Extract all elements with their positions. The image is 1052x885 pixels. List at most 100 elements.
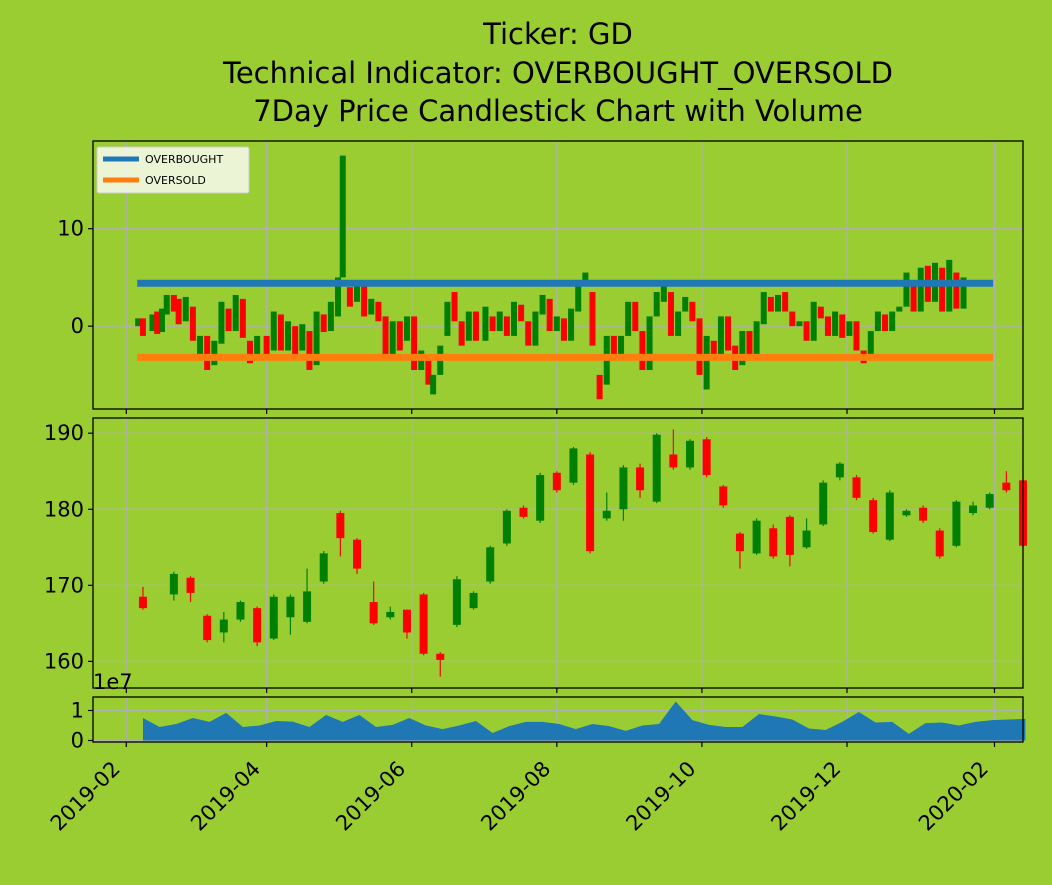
price-candle-body [286,596,295,618]
indicator-candle [582,272,589,283]
indicator-candle [753,321,760,356]
price-candle-body [353,539,362,569]
indicator-candle [839,314,846,338]
price-candle-body [902,510,911,516]
chart-title: Ticker: GD Technical Indicator: OVERBOUG… [222,17,893,128]
indicator-candle [710,340,717,361]
indicator-candle [346,287,353,307]
indicator-candle [135,318,142,327]
price-candle-body [619,467,628,510]
indicator-candle [158,308,165,333]
price-candle-body [469,592,478,609]
price-candle-body [719,486,728,506]
indicator-candle [225,308,232,332]
indicator-candle [789,311,796,327]
price-candle-body [586,454,595,552]
price-candle-body [253,608,262,643]
indicator-candle [175,298,182,325]
price-candle-body [852,477,861,498]
price-candle-body [219,619,228,633]
indicator-candle [465,311,472,341]
indicator-candle [211,340,218,366]
indicator-candle [163,294,170,315]
indicator-candle [882,314,889,332]
indicator-candle [339,155,346,278]
price-candle-body [303,591,312,622]
indicator-candle [853,321,860,351]
price-candle-body [486,547,495,582]
indicator-candle [430,374,437,395]
x-tick-label: 2019-08 [476,757,555,836]
price-candle-body [985,494,994,508]
indicator-candle [375,301,382,322]
indicator-candle [306,331,313,371]
indicator-candle [361,282,368,317]
price-candle-body [436,653,445,660]
indicator-candle [503,316,510,336]
y-tick-label: 160 [44,649,84,673]
volume-scale-label: 1e7 [93,670,133,694]
y-tick-label: 180 [44,497,84,521]
price-candle-body [952,501,961,546]
indicator-candle [277,314,284,351]
indicator-candle [632,301,639,332]
y-tick-label: 190 [44,421,84,445]
indicator-candle [496,311,503,332]
indicator-candle [824,316,831,336]
indicator-candle [489,316,496,332]
indicator-candle [139,318,146,336]
indicator-candle [525,321,532,346]
indicator-candle [451,292,458,322]
price-candle-body [636,467,645,491]
indicator-candle [675,311,682,336]
indicator-candle [817,306,824,319]
indicator-candle [560,318,567,341]
x-tick-label: 2019-06 [331,757,410,836]
y-tick-label: 0 [71,314,84,338]
indicator-candle [717,316,724,356]
volume-panel-frame [92,696,1024,743]
indicator-candle [510,301,517,336]
indicator-candle [575,282,582,312]
indicator-candle [568,308,575,341]
indicator-candle [482,306,489,341]
indicator-candle [653,292,660,317]
legend: OVERBOUGHT OVERSOLD [96,146,250,194]
y-tick-label: 1 [71,699,84,723]
price-panel-frame [92,417,1024,689]
indicator-candle [270,311,277,351]
indicator-candle [910,282,917,312]
price-candle-body [869,500,878,533]
indicator-candle [896,306,903,312]
indicator-candle [299,324,306,351]
price-candle-body [203,615,212,641]
x-tick-label: 2019-10 [621,757,700,836]
price-candle-body [735,533,744,552]
indicator-candle [382,316,389,361]
price-candle-body [969,505,978,514]
indicator-candle [334,277,341,317]
indicator-candle [610,335,617,361]
indicator-candle [546,298,553,332]
price-candle-body [769,528,778,557]
price-candle-body [419,594,428,654]
indicator-candle [874,311,881,332]
price-candle-body [802,530,811,548]
indicator-candle [903,272,910,307]
y-tick-label: 10 [57,217,84,241]
price-candle-body [669,454,678,468]
indicator-candle [646,316,653,371]
indicator-panel-frame [92,140,1024,410]
indicator-candle [189,306,196,341]
indicator-candle [725,316,732,351]
x-tick-label: 2019-12 [767,757,846,836]
indicator-candle [775,294,782,312]
indicator-candle [518,304,525,322]
price-candle-body [169,573,178,595]
indicator-candle [639,331,646,371]
grid-layer [93,141,1023,742]
indicator-candle [396,321,403,351]
price-candle-body [402,609,411,633]
indicator-candle [182,296,189,322]
indicator-candle [149,314,156,332]
